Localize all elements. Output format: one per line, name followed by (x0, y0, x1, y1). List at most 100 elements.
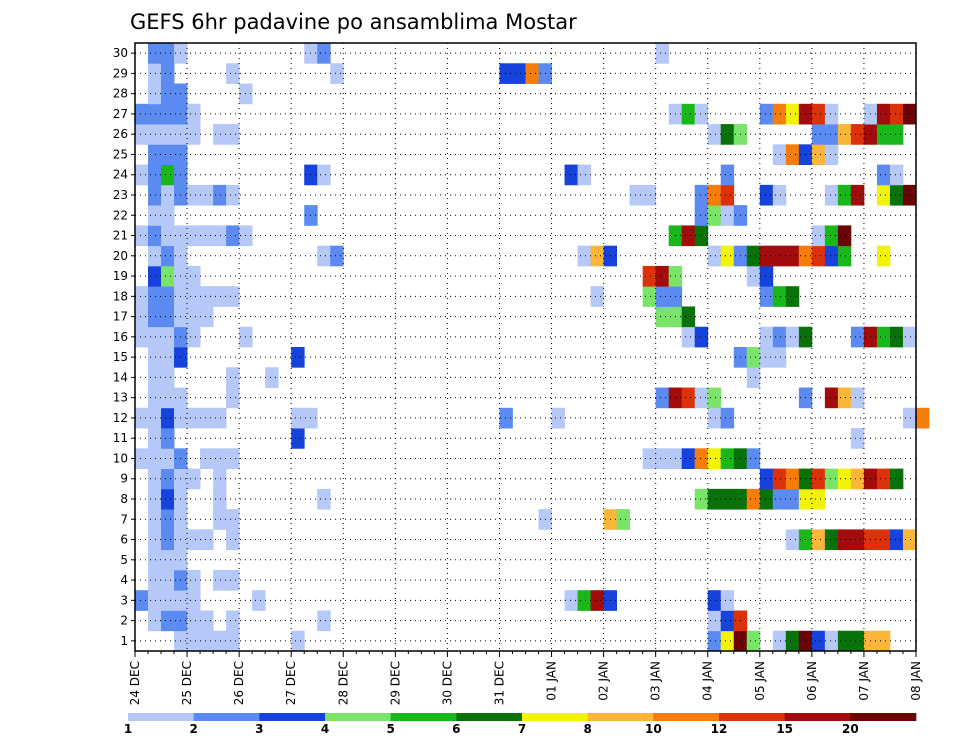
heatmap-cell (161, 83, 175, 105)
heatmap-cell (200, 407, 214, 429)
heatmap-cell (161, 407, 175, 429)
heatmap-cell (148, 63, 162, 84)
heatmap-cell (213, 448, 227, 469)
heatmap-cell (213, 468, 227, 490)
heatmap-cell (681, 326, 696, 348)
heatmap-cell (148, 347, 162, 368)
y-tick-label: 30 (113, 46, 128, 60)
heatmap-cell (811, 468, 826, 490)
heatmap-cell (876, 468, 891, 490)
heatmap-cell (642, 265, 657, 287)
x-tick-label: 01 JAN (545, 661, 559, 701)
heatmap-cell (785, 630, 800, 652)
x-tick-label: 05 JAN (753, 661, 767, 701)
x-tick-label: 28 DEC (336, 661, 350, 705)
legend-label: 20 (842, 722, 859, 736)
heatmap-cell (772, 184, 787, 206)
heatmap-cell (148, 286, 162, 307)
heatmap-cell (759, 184, 774, 206)
x-tick-label: 31 DEC (492, 661, 506, 705)
heatmap-cell (148, 549, 162, 571)
y-tick-label: 18 (113, 289, 128, 303)
legend-swatch (325, 713, 391, 721)
heatmap-cell (811, 245, 826, 267)
heatmap-cell (187, 590, 201, 611)
x-tick-label: 02 JAN (597, 661, 611, 701)
heatmap-cell (824, 103, 839, 125)
y-tick-label: 1 (120, 634, 128, 648)
heatmap-cell (707, 387, 722, 409)
heatmap-cell (707, 205, 722, 226)
heatmap-cell (187, 286, 201, 307)
heatmap-cell (148, 407, 162, 429)
y-tick-label: 23 (113, 188, 128, 202)
heatmap-cell (200, 529, 214, 551)
legend-swatch (587, 713, 654, 721)
heatmap-cell (707, 184, 722, 206)
grid-lines (135, 43, 916, 651)
heatmap-cell (226, 184, 240, 206)
heatmap-cell (785, 286, 800, 307)
heatmap-cell (161, 549, 175, 571)
heatmap-cell (850, 124, 865, 145)
x-tick-label: 25 DEC (180, 661, 194, 705)
heatmap-cell (577, 590, 591, 611)
heatmap-cell (148, 83, 162, 105)
y-tick-label: 16 (113, 330, 128, 344)
heatmap-cell (694, 448, 709, 469)
x-axis: 24 DEC 25 DEC 26 DEC 27 DEC 28 DEC 29 DEC 30 D… (128, 651, 923, 705)
x-tick-label: 04 JAN (701, 661, 715, 701)
heatmap-cell (746, 245, 761, 267)
heatmap-cell (577, 164, 591, 186)
y-tick-label: 21 (113, 229, 128, 243)
heatmap-cell (720, 630, 735, 652)
heatmap-cell (850, 387, 865, 409)
heatmap-cell (187, 225, 201, 247)
heatmap-cell (681, 103, 696, 125)
heatmap-cell (772, 326, 787, 348)
heatmap-cell (694, 103, 709, 125)
heatmap-cell (772, 347, 787, 368)
heatmap-cell (785, 245, 800, 267)
heatmap-cell (746, 488, 761, 510)
heatmap-cell (655, 306, 670, 328)
heatmap-cell (811, 630, 826, 652)
chart-title: GEFS 6hr padavine po ansamblima Mostar (130, 10, 577, 34)
heatmap-cell (694, 387, 709, 409)
heatmap-cell (889, 124, 904, 145)
heatmap-cell (655, 265, 670, 287)
y-tick-label: 3 (120, 593, 128, 607)
y-tick-label: 13 (113, 391, 128, 405)
heatmap-cell (824, 144, 839, 165)
y-tick-label: 20 (113, 249, 128, 263)
heatmap-cell (590, 286, 604, 307)
legend-swatch (850, 713, 917, 721)
heatmap-cell (889, 468, 904, 490)
y-tick-label: 25 (113, 147, 128, 161)
heatmap-cell (707, 245, 722, 267)
heatmap-cell (681, 448, 696, 469)
heatmap-cell (200, 225, 214, 247)
heatmap-cell (707, 630, 722, 652)
heatmap-cell (707, 124, 722, 145)
heatmap-cell (187, 103, 201, 125)
heatmap-cell (161, 326, 175, 348)
heatmap-cell (759, 468, 774, 490)
y-tick-label: 9 (120, 472, 128, 486)
heatmap-cell (187, 184, 201, 206)
heatmap-cell (876, 529, 891, 551)
heatmap-cell (850, 529, 865, 551)
color-legend: 1 2 3 4 5 6 7 8 10 12 15 20 (124, 713, 917, 736)
heatmap-cell (226, 387, 240, 409)
legend-label: 2 (189, 722, 197, 736)
heatmap-cell (837, 387, 852, 409)
heatmap-cell (772, 286, 787, 307)
heatmap-cell (759, 103, 774, 125)
heatmap-cell (148, 428, 162, 449)
heatmap-cell (226, 367, 240, 388)
heatmap-cell (889, 326, 904, 348)
heatmap-cell (135, 225, 149, 247)
heatmap-cell (161, 245, 175, 267)
heatmap-cell (187, 529, 201, 551)
